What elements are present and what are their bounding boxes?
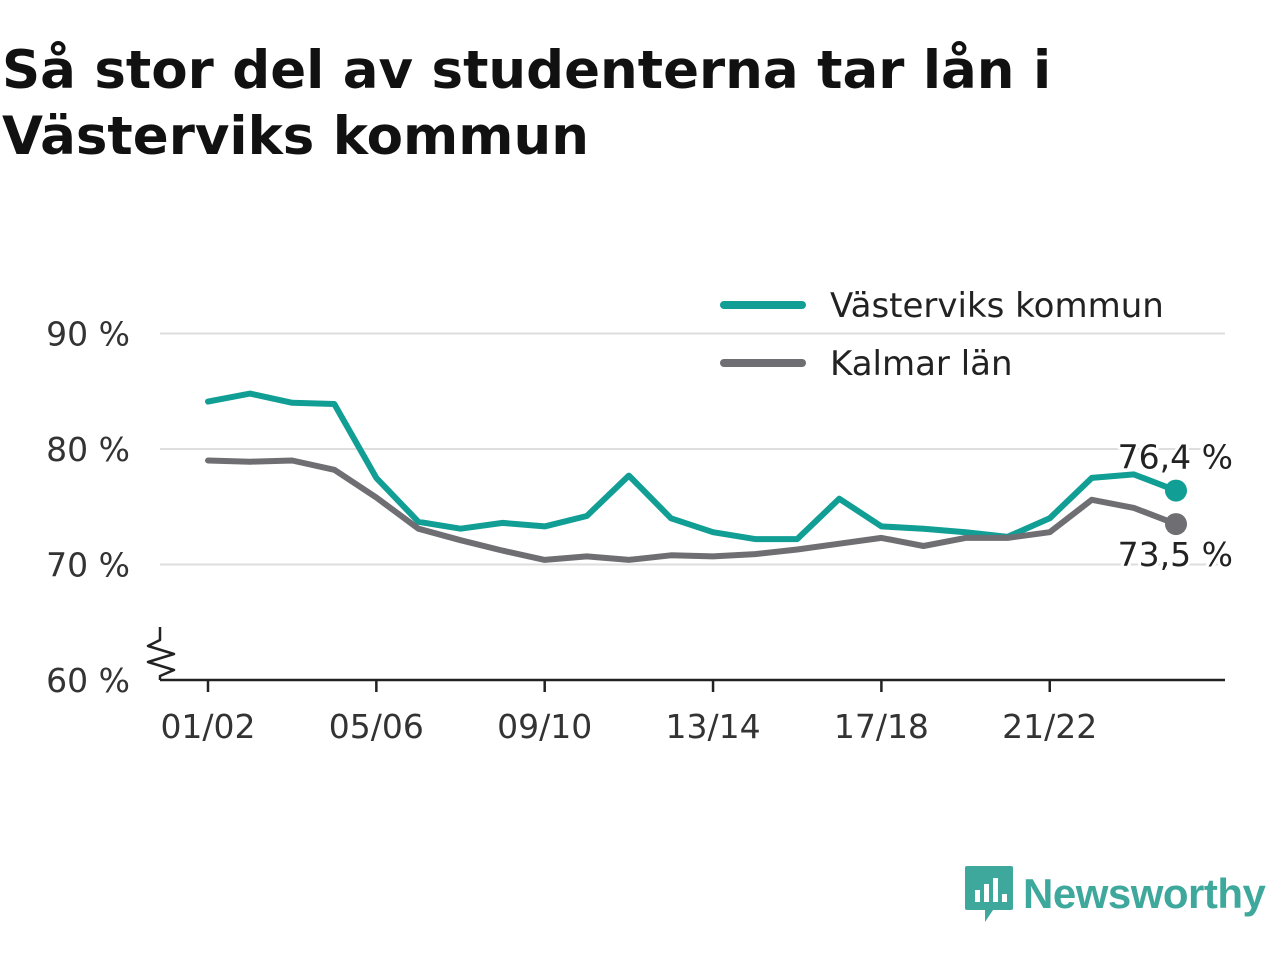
x-tick-label: 13/14: [665, 707, 760, 746]
newsworthy-brand: Newsworthy: [963, 864, 1266, 924]
y-tick-label: 70 %: [46, 546, 130, 585]
newsworthy-logo-icon: [965, 866, 1013, 922]
legend-label: Västerviks kommun: [830, 286, 1164, 326]
x-tick-label: 17/18: [834, 707, 929, 746]
end-value-label: 76,4 %: [1118, 438, 1233, 477]
x-tick-label: 09/10: [497, 707, 592, 746]
brand-name: Newsworthy: [1023, 870, 1266, 917]
legend: Västerviks kommun Kalmar län: [712, 285, 1224, 389]
end-value-label: 73,5 %: [1118, 535, 1233, 574]
y-tick-label: 80 %: [46, 430, 130, 469]
x-tick-label: 01/02: [160, 707, 255, 746]
x-axis: 01/02 05/06 09/10 13/14 17/18 21/22: [146, 627, 1225, 746]
end-marker: [1165, 479, 1187, 502]
axis-break-icon: [146, 627, 176, 680]
y-tick-label: 60 %: [46, 661, 130, 700]
chart-title: Så stor del av studenterna tar lån i Väs…: [2, 40, 1052, 167]
gridlines: [160, 332, 1225, 566]
y-axis-tick-labels: 60 % 70 % 80 % 90 %: [46, 315, 130, 701]
x-tick-label: 05/06: [329, 707, 424, 746]
y-tick-label: 90 %: [46, 315, 130, 354]
end-marker: [1165, 513, 1187, 536]
legend-label: Kalmar län: [830, 344, 1013, 384]
series-line: [205, 457, 1179, 563]
end-markers: 76,4 % 73,5 %: [1115, 435, 1236, 577]
series-lines: [205, 390, 1179, 563]
series-line: [205, 390, 1179, 543]
x-tick-label: 21/22: [1002, 707, 1097, 746]
